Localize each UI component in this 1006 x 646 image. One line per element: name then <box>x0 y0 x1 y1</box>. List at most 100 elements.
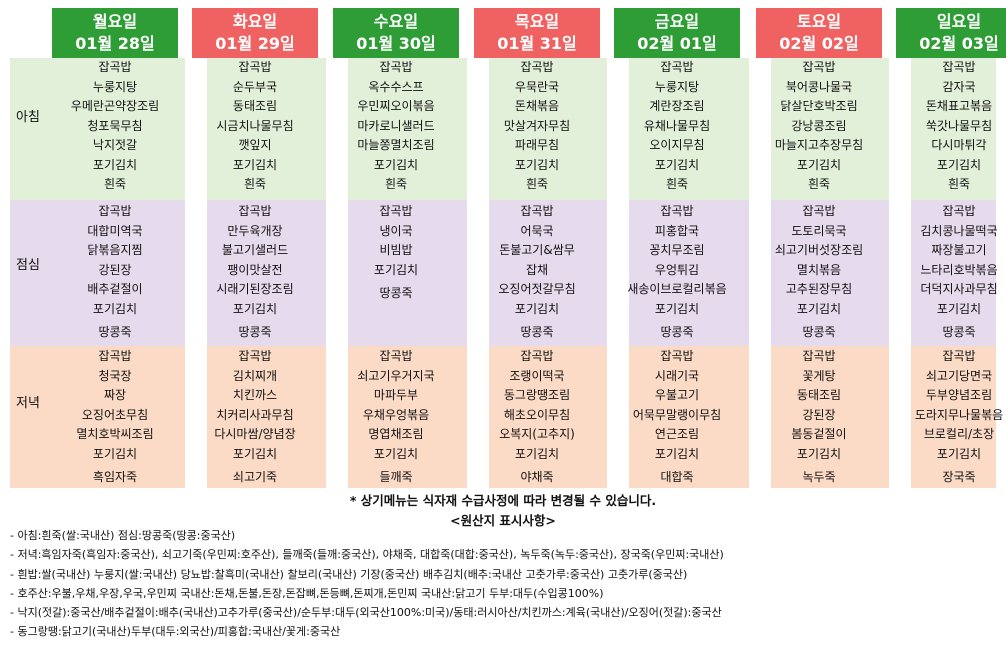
day-header: 월요일 01월 28일 <box>52 8 178 58</box>
column-separator <box>889 58 911 488</box>
column-separator <box>467 58 489 488</box>
day-header: 화요일 01월 29일 <box>192 8 318 58</box>
menu-item: 잡곡밥 <box>660 349 694 363</box>
menu-item: 오이지무침 <box>649 138 705 152</box>
menu-item: 땅콩죽 <box>660 325 694 339</box>
breakfast-band <box>10 58 996 200</box>
day-name: 수요일 <box>373 12 419 31</box>
day-name: 금요일 <box>654 12 700 31</box>
day-header: 금요일 02월 01일 <box>614 8 740 58</box>
menu-item: 마늘지고추장무침 <box>774 138 864 152</box>
menu-item: 흰죽 <box>525 177 549 191</box>
day-date: 02월 01일 <box>637 34 717 53</box>
menu-item: 동태조림 <box>232 99 278 113</box>
menu-cell-dinner: 잡곡밥 조랭이떡국 동그랑땡조림 해초오이무침 오복지(고추지) 포기김치 야채죽 <box>478 347 596 488</box>
menu-item: 닭볶음지찜 <box>87 243 143 257</box>
menu-change-notice: * 상기메뉴는 식자재 수급사정에 따라 변경될 수 있습니다. <box>349 493 657 508</box>
menu-cell-lunch: 잡곡밥 도토리묵국 쇠고기버섯장조림 멸치볶음 고추된장무침 포기김치 땅콩죽 <box>760 202 878 343</box>
menu-item: 잡곡밥 <box>379 60 413 74</box>
menu-item: 흰죽 <box>807 177 831 191</box>
menu-item: 연근조림 <box>654 427 700 441</box>
lunch-band <box>10 200 996 346</box>
menu-item: 김치찌개 <box>232 368 278 383</box>
menu-item: 불고기샐러드 <box>221 243 289 257</box>
menu-item: 포기김치 <box>232 301 278 316</box>
menu-item: 돈불고기&쌈무 <box>499 243 575 257</box>
menu-item: 새송이브로컬리볶음 <box>627 282 727 296</box>
menu-item: 잡곡밥 <box>238 204 272 218</box>
menu-item: 들깨죽 <box>379 470 413 484</box>
menu-cell-dinner: 잡곡밥 김치찌개 치킨까스 치커리사과무침 다시마쌈/양념장 포기김치 쇠고기죽 <box>196 347 314 488</box>
menu-item: 시래기국 <box>654 368 700 383</box>
menu-item: 잡곡밥 <box>942 60 976 74</box>
menu-item: 비빔밥 <box>379 243 413 257</box>
menu-item: 깻잎지 <box>238 138 272 152</box>
menu-item: 잡곡밥 <box>238 349 272 363</box>
menu-item: 땅콩죽 <box>379 286 413 300</box>
menu-item: 조랭이떡국 <box>509 368 565 383</box>
menu-item: 돈채볶음 <box>514 99 560 113</box>
menu-item: 다시마튀각 <box>931 138 987 152</box>
menu-cell-lunch: 잡곡밥 대합미역국 닭볶음지찜 강된장 배추겉절이 포기김치 땅콩죽 <box>56 202 174 343</box>
day-name: 일요일 <box>936 12 982 31</box>
menu-item: 잡곡밥 <box>660 60 694 74</box>
menu-item: 잡곡밥 <box>802 349 836 363</box>
origin-line: - 낙지(젓갈):중국산/배추겉절이:배추(국내산)고추가루(중국산)/순두부:… <box>10 606 722 620</box>
menu-item: 쑥갓나물무침 <box>925 118 993 133</box>
menu-item: 김치콩나물떡국 <box>920 223 998 238</box>
day-date: 02월 02일 <box>779 34 859 53</box>
menu-item: 잡곡밥 <box>520 349 554 363</box>
menu-cell-breakfast: 잡곡밥 북어콩나물국 닭살단호박조림 강낭콩조림 마늘지고추장무침 포기김치 흰죽 <box>760 58 878 195</box>
menu-item: 순두부국 <box>232 79 278 94</box>
menu-item: 우민찌오이볶음 <box>357 99 435 113</box>
menu-item: 대합죽 <box>660 470 694 484</box>
menu-item: 잡곡밥 <box>238 60 272 74</box>
menu-cell-breakfast: 잡곡밥 옥수수스프 우민찌오이볶음 마카로니샐러드 마늘쫑멸치조림 포기김치 흰죽 <box>337 58 455 195</box>
menu-item: 명엽채조림 <box>368 427 424 441</box>
column-separator <box>607 58 629 488</box>
menu-item: 포기김치 <box>373 446 419 461</box>
menu-cell-breakfast: 잡곡밥 누룽지탕 우메란곤약장조림 청포묵무침 낙지젓갈 포기김치 흰죽 <box>56 58 174 195</box>
menu-item: 포기김치 <box>514 157 560 172</box>
menu-item: 봄동겉절이 <box>791 427 847 441</box>
origin-line: - 흰밥:쌀(국내산) 누룽지(쌀:국내산) 당뇨밥:찰흑미(국내산) 찰보리(… <box>10 567 688 581</box>
menu-cell-breakfast: 잡곡밥 순두부국 동태조림 시금치나물무침 깻잎지 포기김치 흰죽 <box>196 58 314 195</box>
menu-item: 흰죽 <box>103 177 127 191</box>
menu-item: 강낭콩조림 <box>791 118 847 133</box>
menu-item: 잡곡밥 <box>379 204 413 218</box>
menu-item: 청포묵무침 <box>87 118 143 133</box>
menu-item: 시래기된장조림 <box>216 282 294 296</box>
column-separator <box>185 58 207 488</box>
menu-item: 대합미역국 <box>87 223 143 238</box>
origin-line: - 아침:흰죽(쌀:국내산) 점심:땅콩죽(땅콩:중국산) <box>10 529 236 542</box>
origin-line: - 호주산:우불,우채,우장,우국,우민찌 국내산:돈채,돈불,돈장,돈잡뼈,돈… <box>10 586 604 600</box>
menu-item: 땅콩죽 <box>238 325 272 339</box>
menu-item: 치킨까스 <box>232 388 278 402</box>
menu-item: 포기김치 <box>654 157 700 172</box>
menu-cell-dinner: 잡곡밥 쇠고기우거지국 마파두부 우채우엉볶음 명엽채조림 포기김치 들깨죽 <box>337 347 455 488</box>
menu-item: 만두육개장 <box>227 223 283 238</box>
menu-item: 잡곡밥 <box>98 60 132 74</box>
menu-item: 잡곡밥 <box>802 60 836 74</box>
menu-item: 마늘쫑멸치조림 <box>357 138 435 152</box>
day-name: 월요일 <box>92 12 138 31</box>
menu-item: 포기김치 <box>373 262 419 277</box>
origin-title: <원산지 표시사항> <box>450 513 556 528</box>
weekly-menu-table: 아침 점심 저녁 월요일 01월 28일 잡곡밥 누룽지탕 우메란곤약장조림 청포묵무침 낙… <box>10 8 1006 488</box>
menu-item: 동그랑땡조림 <box>503 388 571 402</box>
day-name: 목요일 <box>514 12 560 31</box>
menu-cell-dinner: 잡곡밥 쇠고기당면국 두부양념조림 도라지무나물볶음 브로컬리/초장 포기김치 장국죽 <box>900 347 1006 488</box>
menu-item: 짜장 <box>103 388 127 402</box>
day-date: 02월 03일 <box>919 34 999 53</box>
meal-label-lunch: 점심 <box>16 258 40 273</box>
menu-item: 잡곡밥 <box>660 204 694 218</box>
menu-item: 쇠고기버섯장조림 <box>774 243 864 257</box>
menu-cell-breakfast: 잡곡밥 누룽지탕 계란장조림 유채나물무침 오이지무침 포기김치 흰죽 <box>618 58 736 195</box>
menu-cell-lunch: 잡곡밥 피홍합국 꽁치무조림 우엉튀김 새송이브로컬리볶음 포기김치 땅콩죽 <box>618 202 736 343</box>
menu-item: 잡곡밥 <box>942 204 976 218</box>
menu-item: 포기김치 <box>514 446 560 461</box>
menu-item: 팽이맛살전 <box>227 262 283 277</box>
menu-item: 냉이국 <box>379 223 413 238</box>
menu-item: 감자국 <box>942 79 976 94</box>
